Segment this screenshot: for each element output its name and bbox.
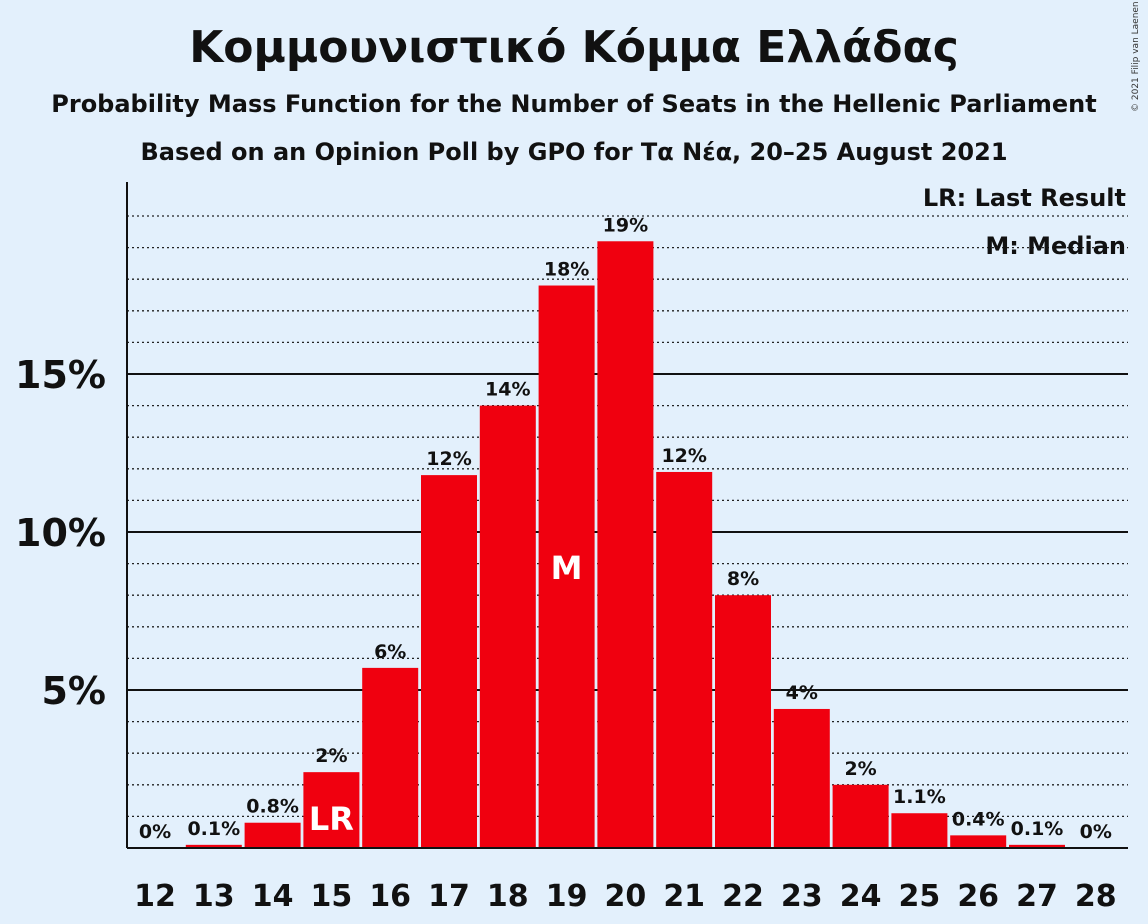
data-label: 0% <box>139 821 171 843</box>
data-label: 12% <box>426 448 471 470</box>
x-tick-label: 23 <box>781 879 823 914</box>
x-tick-label: 22 <box>722 879 764 914</box>
bar-seat-21 <box>656 471 713 848</box>
bar-seat-15 <box>303 772 360 848</box>
legend-last-result: LR: Last Result <box>922 184 1126 212</box>
chart-subtitle: Probability Mass Function for the Number… <box>51 90 1097 118</box>
bar-seat-22 <box>715 595 771 848</box>
data-label: 2% <box>315 745 347 767</box>
x-tick-label: 26 <box>957 879 999 914</box>
data-label: 0.1% <box>187 818 240 840</box>
data-label: 18% <box>544 259 589 281</box>
data-label: 6% <box>374 641 406 663</box>
y-tick-label: 15% <box>15 353 106 397</box>
y-tick-label: 10% <box>15 511 106 555</box>
chart-title: Κομμουνιστικό Κόμμα Ελλάδας <box>189 22 959 73</box>
bar-seat-13 <box>185 844 242 848</box>
bar-seat-18 <box>479 405 536 848</box>
data-label: 0.8% <box>246 796 299 818</box>
x-tick-label: 25 <box>899 879 941 914</box>
x-tick-label: 19 <box>546 879 588 914</box>
data-label: 12% <box>661 445 706 467</box>
data-label: 1.1% <box>893 786 946 808</box>
bar-seat-26 <box>950 835 1007 848</box>
data-label: 14% <box>485 379 530 401</box>
bar-seat-14 <box>244 822 301 848</box>
bar-seat-16 <box>362 667 419 848</box>
bar-seat-20 <box>597 241 654 848</box>
x-tick-label: 12 <box>134 879 176 914</box>
x-tick-label: 14 <box>252 879 294 914</box>
data-label: 4% <box>786 682 818 704</box>
bar-seat-23 <box>773 708 830 848</box>
data-label: 8% <box>727 568 759 590</box>
data-label: 0.1% <box>1011 818 1064 840</box>
bar-seat-17 <box>421 475 477 848</box>
x-tick-label: 24 <box>840 879 882 914</box>
data-label: 0% <box>1080 821 1112 843</box>
bar-seat-25 <box>891 813 948 848</box>
x-tick-label: 28 <box>1075 879 1117 914</box>
data-label: 0.4% <box>952 808 1005 830</box>
x-tick-label: 18 <box>487 879 529 914</box>
chart-subtitle-source: Based on an Opinion Poll by GPO for Τα Ν… <box>140 138 1008 166</box>
x-tick-label: 21 <box>663 879 705 914</box>
data-label: 19% <box>603 214 648 236</box>
x-tick-label: 27 <box>1016 879 1058 914</box>
marker-m: M <box>551 549 583 587</box>
data-label: 2% <box>844 758 876 780</box>
legend-median: M: Median <box>985 232 1126 260</box>
x-tick-label: 16 <box>369 879 411 914</box>
marker-lr: LR <box>309 800 354 838</box>
bar-seat-19 <box>538 285 595 848</box>
bar-seat-27 <box>1009 844 1065 848</box>
x-tick-label: 20 <box>605 879 647 914</box>
x-tick-label: 15 <box>311 879 353 914</box>
x-tick-label: 17 <box>428 879 470 914</box>
bar-seat-24 <box>832 784 889 848</box>
x-tick-label: 13 <box>193 879 235 914</box>
y-tick-label: 5% <box>41 669 106 713</box>
